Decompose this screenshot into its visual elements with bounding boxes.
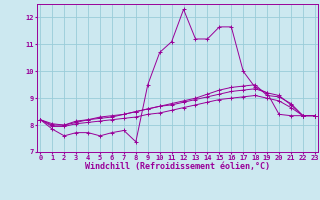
X-axis label: Windchill (Refroidissement éolien,°C): Windchill (Refroidissement éolien,°C) (85, 162, 270, 171)
